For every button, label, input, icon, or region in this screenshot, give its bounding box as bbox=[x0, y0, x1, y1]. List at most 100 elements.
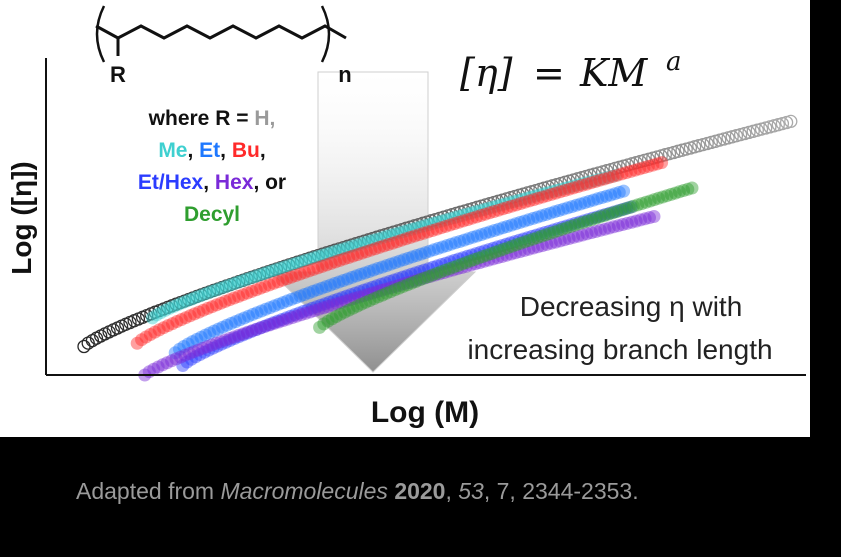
data-point bbox=[628, 163, 642, 177]
data-point bbox=[443, 218, 457, 232]
data-point bbox=[388, 256, 402, 270]
data-point bbox=[177, 340, 191, 353]
data-point bbox=[380, 286, 393, 300]
data-point bbox=[157, 321, 171, 335]
data-point bbox=[315, 281, 329, 295]
data-point bbox=[528, 189, 542, 203]
data-point bbox=[197, 345, 211, 359]
data-point bbox=[371, 290, 385, 304]
data-point bbox=[383, 274, 397, 288]
data-point bbox=[284, 270, 298, 284]
data-point bbox=[328, 244, 342, 258]
data-point bbox=[521, 231, 535, 245]
data-point bbox=[452, 252, 466, 266]
data-point bbox=[549, 235, 563, 249]
data-point bbox=[325, 312, 339, 326]
data-point bbox=[275, 313, 289, 326]
data-point bbox=[742, 125, 756, 140]
data-point bbox=[456, 214, 470, 228]
legend-entry: , bbox=[220, 139, 232, 162]
data-point bbox=[612, 185, 626, 199]
data-point bbox=[346, 249, 360, 263]
data-point bbox=[668, 186, 682, 200]
data-point bbox=[266, 316, 280, 330]
data-point bbox=[184, 352, 198, 366]
data-point bbox=[422, 218, 436, 232]
data-point bbox=[239, 273, 253, 286]
data-point bbox=[439, 213, 453, 227]
data-point bbox=[346, 301, 360, 315]
data-point bbox=[211, 322, 225, 336]
data-point bbox=[252, 268, 266, 282]
data-point bbox=[426, 268, 440, 282]
data-point bbox=[335, 291, 349, 305]
data-point bbox=[375, 231, 389, 245]
data-point bbox=[522, 194, 536, 208]
data-point bbox=[496, 221, 510, 235]
data-point bbox=[294, 255, 308, 269]
data-point bbox=[498, 197, 512, 211]
data-point bbox=[271, 314, 285, 328]
data-point bbox=[509, 246, 522, 260]
data-point bbox=[284, 309, 298, 323]
data-point bbox=[410, 273, 424, 287]
legend: where R = H,Me, Et, Bu,Et/Hex, Hex, orDe… bbox=[138, 107, 286, 226]
data-point bbox=[201, 286, 215, 300]
data-point bbox=[427, 243, 441, 257]
data-point bbox=[447, 260, 460, 274]
data-point bbox=[401, 224, 415, 237]
data-point bbox=[474, 209, 488, 222]
data-point bbox=[470, 210, 483, 224]
data-point bbox=[589, 211, 603, 225]
data-point bbox=[620, 216, 634, 230]
data-point bbox=[564, 220, 578, 233]
data-point bbox=[582, 194, 596, 208]
data-point bbox=[285, 292, 299, 306]
data-point bbox=[404, 267, 418, 281]
data-point bbox=[339, 294, 353, 308]
data-point bbox=[260, 266, 274, 279]
data-point bbox=[451, 262, 464, 276]
data-point bbox=[455, 261, 469, 274]
data-point bbox=[325, 298, 339, 312]
data-point bbox=[160, 356, 174, 370]
data-point bbox=[338, 305, 352, 319]
data-point bbox=[413, 265, 427, 278]
data-point bbox=[480, 248, 494, 262]
data-point bbox=[457, 233, 471, 247]
data-point bbox=[314, 298, 328, 312]
data-point bbox=[571, 229, 585, 243]
data-point bbox=[421, 225, 435, 239]
data-point bbox=[511, 194, 525, 207]
data-point bbox=[531, 240, 545, 254]
data-point bbox=[754, 122, 769, 136]
data-point bbox=[243, 271, 257, 285]
data-point bbox=[551, 222, 565, 236]
data-point bbox=[214, 281, 227, 295]
data-point bbox=[455, 257, 469, 271]
data-point bbox=[431, 241, 445, 255]
data-point bbox=[513, 236, 527, 250]
data-point bbox=[185, 335, 199, 349]
data-point bbox=[611, 219, 625, 233]
data-point bbox=[379, 282, 393, 296]
data-point bbox=[379, 230, 393, 243]
data-point bbox=[297, 304, 310, 318]
data-point bbox=[585, 226, 598, 240]
data-point bbox=[578, 196, 592, 210]
data-point bbox=[601, 207, 615, 221]
data-point bbox=[192, 289, 206, 303]
data-point bbox=[501, 241, 515, 255]
data-point bbox=[193, 348, 207, 361]
data-point bbox=[569, 198, 583, 212]
annotation-line-2: increasing branch length bbox=[467, 334, 772, 365]
data-point bbox=[362, 265, 376, 278]
data-point bbox=[170, 315, 184, 328]
data-point bbox=[299, 253, 312, 267]
data-point bbox=[534, 227, 548, 241]
data-point bbox=[410, 249, 424, 262]
data-point bbox=[492, 203, 506, 217]
data-point bbox=[168, 346, 182, 360]
data-point bbox=[453, 235, 467, 248]
data-point bbox=[173, 342, 186, 356]
